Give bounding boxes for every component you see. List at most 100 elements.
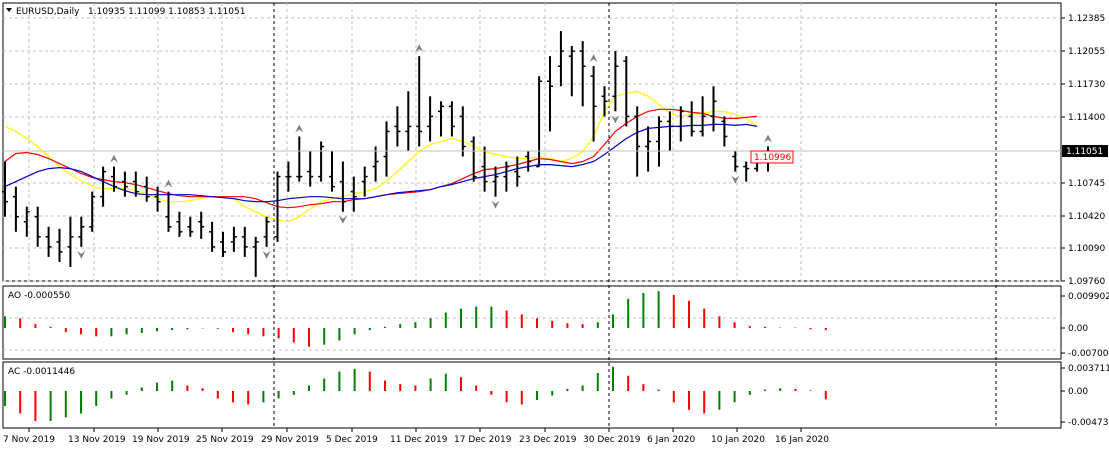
ohlc-bar [568,46,575,97]
fractal-up-icon [164,179,173,188]
ohlc-bar [438,101,444,137]
date-tick-label: 19 Nov 2019 [132,435,190,445]
ohlc-bar [623,56,630,127]
ohlc-bar [732,151,739,172]
ohlc-bar [329,151,335,192]
ohlc-bar [557,31,564,87]
line-tag-box[interactable] [750,150,794,164]
fractal-up-icon [764,134,772,143]
date-tick-label: 16 Jan 2020 [775,435,829,445]
date-tick-label: 7 Nov 2019 [3,435,55,445]
fractal-down-icon [491,200,500,209]
ohlc-bar [470,136,477,182]
ohlc-bar [111,166,117,192]
ohlc-bar [372,146,379,182]
fractal-up-icon [295,124,304,133]
date-tick-label: 5 Dec 2019 [326,435,378,445]
ohlc-bar [307,151,314,187]
period-separators [273,3,997,428]
fractal-up-icon [589,54,598,63]
ma-line-yellow [4,90,758,223]
fractal-down-icon [611,115,620,124]
ohlc-bar [612,51,619,112]
fractal-down-icon [262,250,271,259]
ohlc-values: 1.10935 1.11099 1.10853 1.11051 [88,7,245,17]
ohlc-bar [645,126,652,172]
price-tick-label: 0.00 [1068,324,1088,334]
ohlc-bar [296,136,303,182]
ohlc-bars [2,31,771,277]
ohlc-bar [274,171,281,242]
ohlc-bar [710,86,717,132]
ohlc-bar [2,161,8,217]
ohlc-bar [656,116,662,167]
price-tick-label: 0.0037112 [1068,364,1109,374]
ohlc-bar [23,206,30,237]
ohlc-bar [209,221,216,252]
price-axis: 1.12385 1.12055 1.11730 1.11400 1.10745 1.104… [1061,14,1109,428]
ohlc-bar [590,66,597,142]
date-tick-label: 13 Nov 2019 [68,435,126,445]
ao-title: AO -0.000550 [8,291,70,301]
date-tick-label: 30 Dec 2019 [583,435,641,445]
ohlc-bar [285,161,292,192]
ao-pane-frame [2,285,1062,360]
date-tick-label: 23 Dec 2019 [519,435,577,445]
price-tick-label: 1.10745 [1068,179,1105,189]
date-tick-label: 29 Nov 2019 [261,435,319,445]
ohlc-bar [230,226,237,252]
date-tick-label: 6 Jan 2020 [647,435,695,445]
ohlc-bar [176,211,183,237]
ohlc-bar [56,228,63,262]
ohlc-bar [601,86,608,117]
ohlc-bar [536,76,543,168]
fractal-down-icon [338,215,347,224]
ohlc-bar [405,91,412,152]
ohlc-bar [132,171,139,197]
ohlc-bar [721,116,728,147]
price-tick-label: 1.10420 [1068,212,1105,222]
price-tick-label: 1.11730 [1068,80,1105,90]
ohlc-bar [448,101,455,137]
price-tick-label: -0.004731 [1068,418,1109,428]
ohlc-bar [154,186,161,212]
ohlc-bar [241,226,248,257]
ohlc-bar [579,41,586,107]
ohlc-bar [383,121,390,177]
fractal-up-icon [415,44,424,53]
ohlc-bar [416,56,423,147]
ohlc-bar [514,156,521,187]
ohlc-bar [394,106,401,147]
ohlc-bar [677,106,684,142]
symbol-label: EURUSD,Daily [16,7,80,17]
price-tick-label: -0.007004 [1068,349,1109,359]
price-tick-label: 1.12385 [1068,14,1105,24]
price-tick-label: 0.009902 [1068,292,1109,302]
price-tick-label: 1.12055 [1068,47,1105,57]
ohlc-bar [427,96,434,142]
menu-triangle-icon[interactable] [6,8,12,12]
ohlc-bar [78,216,85,247]
moving-averages [4,90,758,223]
ohlc-bar [547,56,553,132]
ohlc-bar [100,166,107,207]
price-tag: 1.11051 [1066,147,1103,157]
ohlc-bar [143,176,150,202]
date-tick-label: 10 Jan 2020 [711,435,765,445]
ohlc-bar [481,146,488,192]
price-tick-label: 1.11400 [1068,113,1105,123]
ohlc-bar [634,106,641,177]
fractal-down-icon [731,175,740,184]
price-tick-label: 0.00 [1068,387,1088,397]
ohlc-bar [252,236,259,277]
ma-line-red [4,108,758,209]
ohlc-bar [165,191,172,232]
ohlc-bar [350,176,357,212]
ohlc-bar [318,141,325,182]
date-tick-label: 25 Nov 2019 [196,435,254,445]
time-axis: 7 Nov 2019 13 Nov 2019 19 Nov 2019 25 Nov 2… [3,428,829,445]
ohlc-bar [743,161,750,182]
main-pane-frame [2,2,1062,282]
